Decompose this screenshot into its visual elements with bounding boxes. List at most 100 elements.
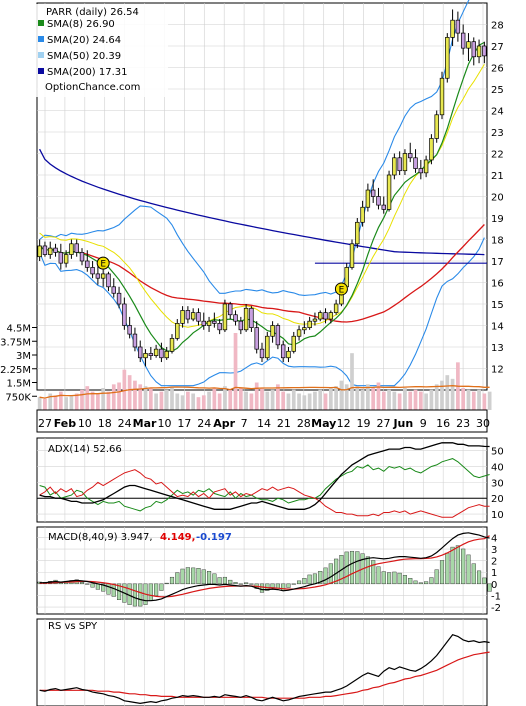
panel-tick-label: 30	[491, 478, 504, 489]
date-tick-label: 28	[297, 417, 311, 430]
candle-body	[201, 320, 206, 326]
candle-body	[413, 157, 418, 169]
volume-bar	[307, 393, 312, 410]
macd-hist-bar	[164, 582, 169, 585]
rs-panel	[36, 618, 490, 706]
volume-bar	[201, 395, 206, 410]
macd-hist-bar	[376, 566, 381, 585]
volume-bar	[196, 397, 201, 410]
volume-tick-label: 3M	[16, 351, 31, 362]
candle-body	[360, 206, 365, 223]
macd-hist-bar	[487, 583, 492, 592]
volume-bar	[207, 391, 211, 410]
price-tick-label: 17	[491, 257, 504, 268]
rs-avg-line	[39, 651, 490, 699]
volume-bar	[313, 391, 317, 410]
symbol-label: PARR (daily) 26.54	[46, 7, 139, 18]
watermark: OptionChance.com	[45, 82, 140, 93]
candle-body	[164, 350, 169, 359]
panel-tick-label: 3	[491, 545, 497, 556]
volume-bar	[37, 397, 42, 410]
macd-hist-bar	[286, 583, 291, 588]
price-tick-label: 27	[491, 42, 504, 53]
volume-bar	[148, 388, 153, 410]
date-tick-label: 24	[197, 417, 211, 430]
legend-swatch-sma50	[38, 52, 44, 58]
macd-hist-bar	[101, 583, 106, 592]
date-tick-label: May	[311, 417, 336, 430]
volume-bar	[175, 393, 180, 410]
candle-body	[386, 174, 392, 210]
macd-hist-bar	[207, 571, 212, 585]
volume-bar	[276, 384, 280, 410]
candle-body	[185, 310, 191, 320]
macd-hist-bar	[302, 578, 307, 585]
candle-body	[376, 196, 381, 206]
candle-body	[153, 348, 159, 356]
volume-bar	[122, 369, 127, 410]
macd-hist-bar	[175, 572, 180, 585]
volume-bar	[381, 391, 386, 410]
legend-sma200: SMA(200) 17.31	[47, 67, 128, 78]
candle-body	[265, 335, 270, 359]
legend-swatch-sma20	[38, 36, 44, 42]
candle-body	[175, 323, 180, 339]
date-tick-label: 23	[456, 417, 470, 430]
volume-bar	[334, 386, 338, 410]
volume-bar	[366, 384, 370, 410]
volume-bar	[477, 389, 481, 410]
candle-body	[180, 310, 185, 324]
sma8-line	[39, 41, 485, 352]
volume-bar	[85, 386, 90, 410]
macd-hist-bar	[106, 583, 111, 595]
candle-body	[397, 157, 402, 172]
volume-bar	[58, 391, 63, 410]
candle-body	[116, 292, 122, 305]
date-tick-label: 24	[118, 417, 132, 430]
candle-body	[42, 245, 48, 255]
bollinger-upper	[39, 0, 470, 296]
panel-tick-label: 20	[491, 494, 504, 505]
macd-signal-line	[39, 535, 490, 598]
volume-bar	[106, 391, 111, 410]
candle-body	[476, 45, 482, 58]
volume-tick-label: 3.75M	[0, 337, 31, 348]
date-tick-label: Jun	[392, 417, 413, 430]
volume-tick-label: 750K	[5, 392, 31, 403]
candle-body	[323, 312, 328, 320]
candle-body	[48, 247, 53, 255]
earnings-marker-label: E	[100, 260, 106, 270]
price-tick-label: 23	[491, 128, 504, 139]
candle-body	[466, 41, 471, 49]
candle-body	[37, 245, 42, 258]
minus-di-line	[39, 469, 490, 518]
candle-body	[312, 318, 318, 322]
volume-bar	[434, 384, 439, 410]
bollinger-lower	[39, 237, 485, 387]
volume-bar	[350, 353, 354, 410]
macd-label: MACD(8,40,9) 3.947,	[48, 532, 153, 543]
volume-bar	[318, 389, 323, 410]
macd-hist-bar	[233, 582, 238, 585]
volume-bar	[471, 391, 476, 410]
macd-hist-bar	[397, 572, 402, 585]
macd-hist-bar	[371, 560, 376, 585]
macd-hist-bar	[217, 577, 222, 585]
volume-bar	[90, 391, 95, 410]
date-tick-label: 7	[241, 417, 248, 430]
candle-body	[280, 344, 286, 359]
macd-hist-bar	[455, 545, 460, 585]
macd-hist-bar	[424, 581, 429, 585]
panel-tick-label: 0	[491, 580, 497, 591]
macd-hist-bar	[281, 583, 286, 591]
macd-hist-bar	[201, 569, 206, 585]
macd-hist-label: -0.197	[196, 532, 232, 543]
volume-bar	[387, 389, 391, 410]
macd-hist-bar	[159, 583, 164, 591]
macd-hist-bar	[191, 567, 196, 585]
date-tick-label: 21	[277, 417, 291, 430]
volume-bar	[238, 388, 243, 410]
volume-bar	[244, 391, 248, 410]
